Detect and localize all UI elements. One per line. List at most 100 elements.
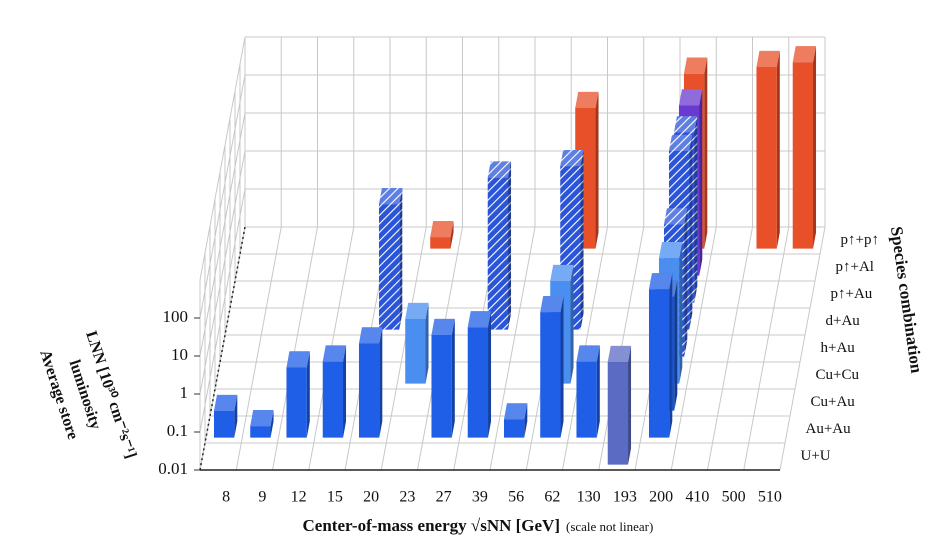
bar-side [425,302,429,384]
bar-top [673,116,698,133]
bar-side [508,161,512,330]
bar-front [648,289,670,438]
bar-top-shade [576,345,600,362]
bar-top [678,89,703,106]
bar-top [487,161,512,178]
bar-front [487,177,509,330]
bar-top-shade [430,220,454,238]
x-tick-label: 20 [363,489,379,506]
bar-top [467,311,492,328]
bar-side-shade [270,409,274,438]
bar-front [322,361,344,438]
floor-grid-line [380,226,427,471]
legend-label: p↑+p↑ [841,232,879,248]
bar-top-shade [607,345,632,363]
bar-top-shade [503,403,528,420]
bar-top-shade [683,57,708,74]
bar-front [378,204,400,330]
bar-side [343,345,347,438]
bar-side [450,220,454,249]
bar-side-shade [694,116,698,303]
bar-side-shade [234,394,238,438]
y-tick-label: 0.1 [167,421,188,440]
bar-top [560,149,584,167]
bar-top [431,318,455,336]
bar-top-shade [213,394,238,412]
grid-line [199,74,825,319]
bar [576,345,600,438]
bar-top [540,295,564,313]
bar-top-shade [467,311,492,328]
bar-side [596,345,600,438]
bar-top-shade [663,208,688,225]
grid-line [199,150,825,395]
bar-front [431,335,452,438]
bar-side [488,311,492,438]
legend-label: U+U [801,448,831,464]
bar-side-shade [813,46,817,249]
bar-side-shade [379,327,383,438]
bar-side-shade [704,57,708,249]
bar-top [358,327,383,344]
bar-top [405,302,429,320]
bar-top-shade [405,302,429,320]
bar [648,273,673,438]
x-tick-label: 39 [472,489,488,506]
wall-grid-line [199,36,246,281]
bar-side-shade [451,318,455,438]
x-tick-label: 23 [399,489,415,506]
legend-label: p↑+Au [831,286,873,302]
x-tick-label: 130 [577,489,601,506]
bar-side-shade [595,91,599,249]
bar [213,394,238,438]
legend-label: h+Au [821,340,856,356]
bar-top [575,91,599,109]
bar-front [756,67,777,249]
bar-side-shade [628,345,632,465]
floor-grid-line [670,226,717,471]
bar-side [669,273,673,438]
floor-grid-line [272,226,318,471]
bar-side [704,57,708,249]
legend-label: Au+Au [806,421,852,437]
x-axis-title: Center-of-mass energy √sNN [GeV] [303,516,560,535]
x-tick-label: 193 [613,489,637,506]
x-axis-note: (scale not linear) [566,519,653,534]
bar-top-shade [322,345,347,362]
bar-top-shade [550,264,574,282]
bar-top [576,345,600,362]
bar-top-shade [487,161,512,178]
bar-top [663,208,688,225]
legend-label: Cu+Cu [816,367,860,383]
grid-line [199,112,825,357]
bar-side [306,351,310,438]
bar [756,50,780,249]
bar-top [683,57,708,74]
bar [540,295,564,438]
bar-top [286,351,310,368]
x-tick-label: 15 [327,489,343,506]
bar-side [270,409,274,438]
bar-side [776,50,780,249]
floor-grid-line [489,226,536,471]
bar [431,318,455,438]
grid-line [199,226,825,471]
bar-front [503,419,525,438]
bar-top-shade [286,351,310,368]
bar-top [607,345,632,363]
legend-label: d+Au [826,313,861,329]
bar-side-shade [596,345,600,438]
depth-axis-title: Species combination [887,225,926,375]
x-tick-label: 410 [685,489,709,506]
floor-grid-line [779,226,826,471]
bar-side-shade [425,302,429,384]
bar-top [503,403,528,420]
bar-side [524,403,528,438]
bar-side [689,134,693,330]
bar-side [399,187,403,330]
bar-side [234,394,238,438]
bar [607,345,632,465]
bar-front [540,312,561,438]
bar-top-shade [792,46,817,63]
bar-top [648,273,673,290]
